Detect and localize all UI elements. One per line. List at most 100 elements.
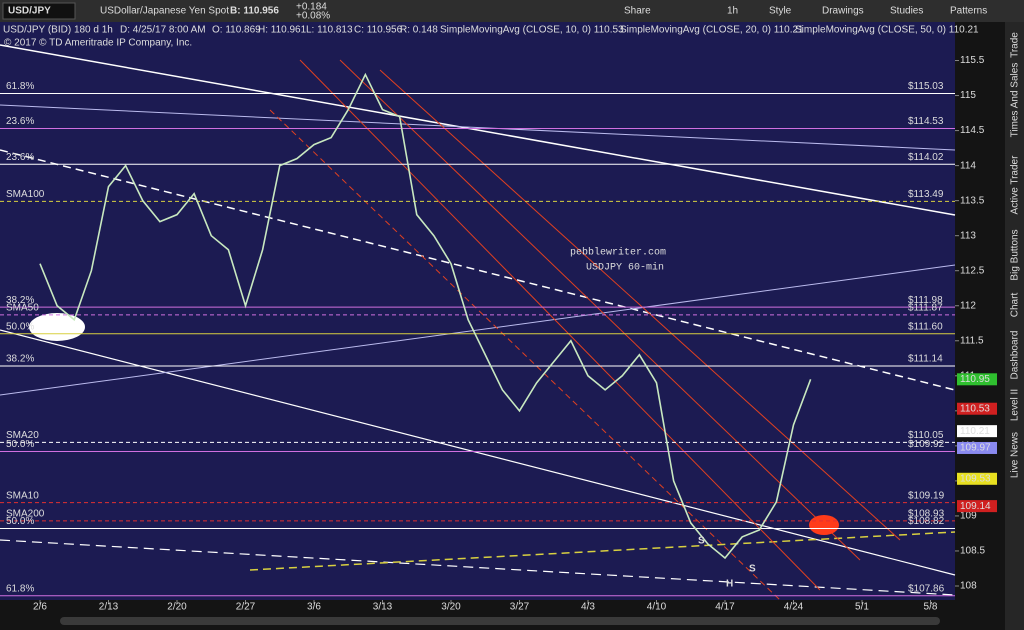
price-badge [957, 373, 997, 386]
level-tag: SMA20 [6, 430, 39, 441]
y-tick-label: 108.5 [960, 546, 985, 557]
price-badge [957, 402, 997, 415]
toolbar-button[interactable]: 1h [727, 6, 738, 17]
sidebar-tab[interactable]: Level II [1010, 389, 1021, 421]
sidebar-tab[interactable]: Chart [1010, 293, 1021, 318]
x-tick-label: 2/13 [99, 602, 119, 613]
scrollbar[interactable] [60, 617, 940, 625]
level-tag: 50.0% [6, 516, 34, 527]
price-badge [957, 472, 997, 485]
copyright: © 2017 © TD Ameritrade IP Company, Inc. [4, 38, 192, 49]
header-item: D: 4/25/17 8:00 AM [120, 25, 206, 36]
level-label: $111.14 [908, 354, 943, 365]
x-tick-label: 2/20 [167, 602, 187, 613]
toolbar-button[interactable]: Drawings [822, 6, 864, 17]
y-tick-label: 111.5 [960, 335, 984, 346]
toolbar-button[interactable]: Share [624, 6, 651, 17]
price-line [39, 72, 812, 560]
sidebar-tab[interactable]: Live News [1010, 432, 1021, 478]
study-label: SimpleMovingAvg (CLOSE, 50, 0) 110.21 [795, 25, 979, 36]
level-tag: 38.2% [6, 354, 34, 365]
price-badge-label: 109.97 [960, 443, 991, 454]
level-label: $114.02 [908, 152, 944, 163]
bid: B: 110.956 [230, 6, 279, 17]
header-item: USD/JPY (BID) 180 d 1h [3, 25, 113, 36]
x-tick-label: 3/27 [510, 602, 530, 613]
level-label: $109.19 [908, 490, 945, 501]
price-badge [957, 441, 997, 454]
x-tick-label: 3/13 [373, 602, 393, 613]
chart-bg [0, 22, 955, 600]
sidebar-tab[interactable]: Active Trader [1010, 155, 1021, 215]
x-tick-label: 4/17 [715, 602, 735, 613]
level-tag: 38.2% [6, 295, 34, 306]
study-label: SimpleMovingAvg (CLOSE, 20, 0) 110.21 [620, 25, 804, 36]
price-badge-label: 110.95 [960, 374, 990, 385]
sidebar-tab[interactable]: Dashboard [1010, 331, 1021, 380]
level-label: $114.53 [908, 116, 944, 127]
level-tag: SMA10 [6, 490, 39, 501]
channel-line [269, 109, 781, 601]
level-tag: 23.6% [6, 152, 34, 163]
highlight-ellipse [29, 313, 85, 341]
price-badge-label: 110.21 [960, 426, 990, 437]
level-tag: SMA100 [6, 189, 45, 200]
sidebar-bg [1005, 22, 1024, 630]
level-label: $113.49 [908, 189, 944, 200]
channel-line [299, 59, 821, 591]
change-pct: +0.08% [296, 11, 330, 22]
y-tick-label: 114 [960, 160, 976, 171]
pattern-label: S [698, 536, 705, 547]
header-item: O: 110.869 [212, 25, 261, 36]
price-badge-label: 110.53 [960, 403, 990, 414]
toolbar-button[interactable]: Style [769, 6, 792, 17]
level-label: $110.05 [908, 430, 944, 441]
price-badge-label: 109.53 [960, 473, 991, 484]
sidebar-tab[interactable]: Trade [1010, 32, 1021, 58]
level-tag: SMA50 [6, 302, 39, 313]
level-label: $111.98 [908, 295, 943, 306]
x-tick-label: 3/6 [307, 602, 321, 613]
annotation: pebblewriter.com [570, 247, 666, 259]
x-tick-label: 3/20 [441, 602, 461, 613]
price-badge-label: 109.14 [960, 501, 991, 512]
symbol[interactable]: USD/JPY [8, 6, 51, 17]
change: +0.184 [296, 2, 327, 13]
toolbar-button[interactable]: Studies [890, 6, 923, 17]
level-label: $108.93 [908, 508, 945, 519]
level-tag: 50.0% [6, 321, 34, 332]
y-tick-label: 112.5 [960, 265, 985, 276]
x-tick-label: 2/6 [33, 602, 47, 613]
level-label: $111.60 [908, 321, 943, 332]
trend-line [0, 329, 956, 576]
level-tag: SMA200 [6, 508, 45, 519]
trend-line [0, 104, 956, 151]
channel-line [379, 69, 901, 541]
header-item: L: 110.813 [306, 25, 353, 36]
level-tag: 61.8% [6, 81, 34, 92]
sidebar-tab[interactable]: Big Buttons [1010, 229, 1021, 280]
x-tick-label: 5/1 [855, 602, 869, 613]
level-tag: 23.6% [6, 116, 34, 127]
pattern-label: H [726, 579, 733, 590]
price-badge [957, 500, 997, 513]
annotation: USDJPY 60-min [586, 262, 664, 274]
level-tag: 61.8% [6, 583, 34, 594]
level-tag: 50.0% [6, 439, 34, 450]
level-label: $111.87 [908, 302, 943, 313]
trend-line [0, 264, 956, 396]
trend-line [0, 44, 956, 216]
y-tick-label: 113 [960, 230, 976, 241]
level-label: $109.92 [908, 439, 945, 450]
header-item: H: 110.961 [258, 25, 307, 36]
x-tick-label: 2/27 [236, 602, 256, 613]
sidebar-tab[interactable]: Times And Sales [1010, 63, 1021, 138]
price-badge [957, 425, 997, 438]
highlight-ellipse [809, 515, 839, 535]
x-tick-label: 4/24 [784, 602, 804, 613]
toolbar-button[interactable]: Patterns [950, 6, 987, 17]
x-tick-label: 4/3 [581, 602, 595, 613]
trend-lines [0, 44, 956, 601]
level-label: $115.03 [908, 81, 944, 92]
symbol-box[interactable] [2, 2, 76, 20]
